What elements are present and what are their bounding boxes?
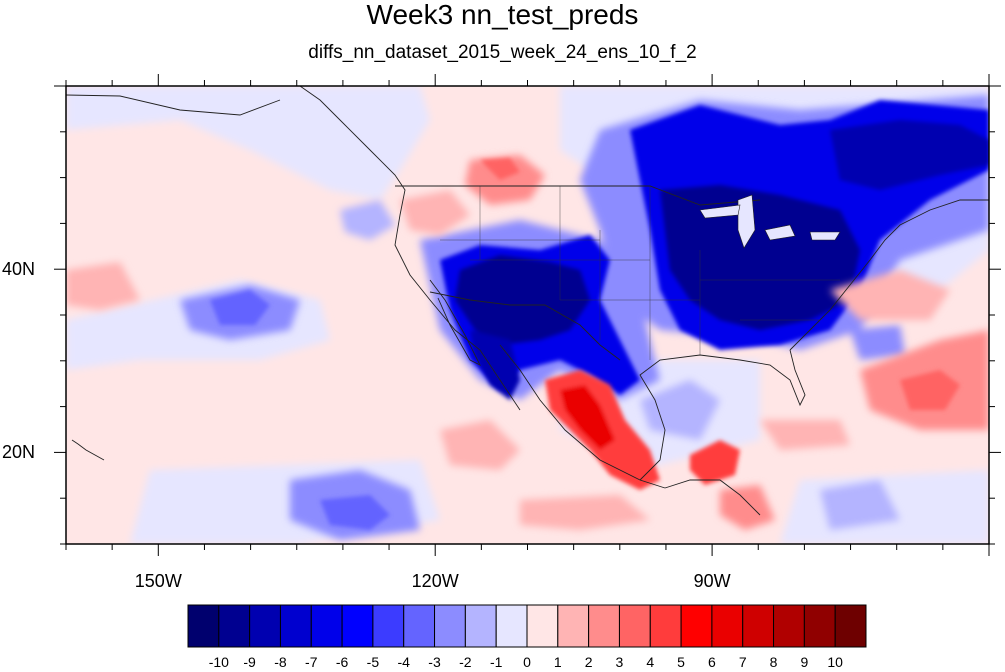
colorbar-swatch	[680, 604, 713, 648]
colorbar-label: 1	[553, 654, 562, 670]
colorbar-label: -6	[335, 654, 349, 670]
colorbar-swatch	[403, 604, 436, 648]
colorbar-label: -3	[428, 654, 441, 670]
colorbar-label: 10	[827, 654, 843, 670]
colorbar-label: -5	[366, 654, 380, 670]
colorbar-label: -4	[397, 654, 410, 670]
colorbar-swatch	[341, 604, 374, 648]
colorbar-label: 6	[708, 654, 716, 670]
colorbar-label: -10	[208, 654, 229, 670]
colorbar-swatch	[372, 604, 405, 648]
axis-ticks	[54, 74, 1001, 556]
x-tick-label: 150W	[134, 571, 182, 591]
colorbar-label: -7	[305, 654, 318, 670]
x-tick-label: 90W	[693, 571, 731, 591]
colorbar-label: 5	[677, 654, 685, 670]
chart-title: Week3 nn_test_preds	[366, 0, 639, 30]
y-tick-label: 40N	[2, 259, 36, 280]
colorbar-swatch	[588, 604, 620, 648]
colorbar-label: -1	[489, 654, 503, 670]
colorbar-swatch	[218, 604, 251, 648]
colorbar-label: 7	[738, 654, 747, 670]
colorbar-swatch	[249, 604, 281, 648]
colorbar-label: 9	[800, 654, 809, 670]
colorbar-label: 8	[769, 654, 778, 670]
colorbar-swatch	[310, 604, 343, 648]
colorbar-swatch	[526, 604, 559, 648]
colorbar-label: 3	[615, 654, 624, 670]
colorbar-swatch	[773, 604, 805, 648]
colorbar-label: -9	[243, 654, 256, 670]
colorbar-label: -2	[459, 654, 472, 670]
y-tick-label: 20N	[2, 442, 36, 463]
chart-subtitle: diffs_nn_dataset_2015_week_24_ens_10_f_2	[308, 42, 697, 63]
colorbar-label: 2	[584, 654, 593, 670]
colorbar-swatch	[434, 604, 466, 648]
colorbar-label: -8	[274, 654, 287, 670]
colorbar-label: 4	[646, 654, 655, 670]
coastlines	[66, 86, 989, 516]
colorbar-swatch	[495, 604, 528, 648]
x-tick-label: 120W	[411, 571, 459, 591]
heatmap-field	[66, 86, 989, 544]
colorbar-swatch	[464, 604, 497, 648]
colorbar-swatch	[711, 604, 744, 648]
colorbar-label: 0	[523, 654, 531, 670]
colorbar-swatch	[618, 604, 651, 648]
colorbar-swatch	[187, 604, 220, 648]
colorbar-swatch	[742, 604, 775, 648]
colorbar-swatch	[803, 604, 836, 648]
colorbar-swatch	[834, 604, 867, 648]
colorbar-swatch	[649, 604, 682, 648]
colorbar-swatch	[279, 604, 312, 648]
colorbar	[187, 604, 867, 648]
colorbar-swatch	[557, 604, 590, 648]
